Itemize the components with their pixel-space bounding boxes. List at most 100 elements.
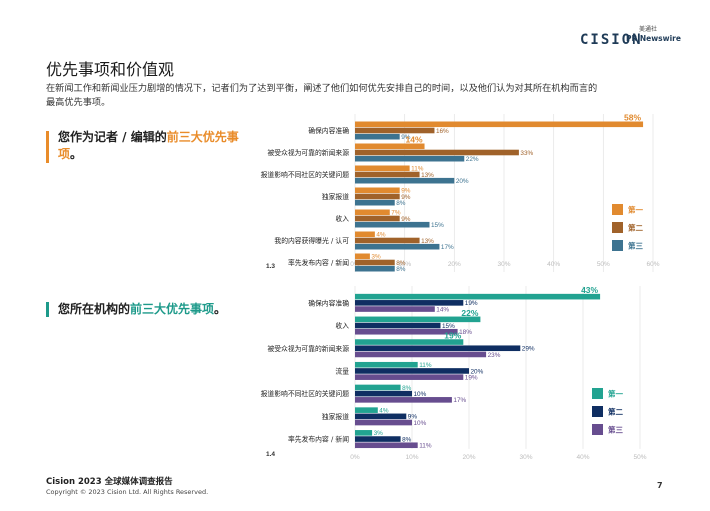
data-label: 8% — [402, 385, 412, 392]
bar — [355, 361, 418, 368]
intro-paragraph: 在新闻工作和新闻业压力剧增的情况下，记者们为了达到平衡，阐述了他们如何优先安排自… — [46, 83, 598, 108]
pr-newswire-logo: 美通社 PR Newswire — [626, 26, 681, 44]
data-label: 20% — [471, 368, 484, 375]
data-label: 17% — [453, 397, 466, 404]
data-label: 9% — [401, 194, 411, 201]
bar — [355, 259, 395, 266]
legend-swatch — [612, 240, 623, 251]
category-label: 率先发布内容 / 新闻 — [288, 258, 349, 267]
category-label: 被受众视为可靠的新闻来源 — [267, 344, 349, 353]
data-label: 14% — [406, 135, 423, 145]
bar — [355, 374, 464, 380]
bar — [355, 322, 441, 329]
bar — [355, 345, 521, 352]
bar — [355, 155, 465, 162]
x-tick-label: 50% — [597, 261, 610, 268]
page-title: 优先事项和价值观 — [46, 60, 175, 79]
category-label: 报道影响不同社区的关键问题 — [261, 389, 350, 398]
x-tick-label: 10% — [405, 454, 418, 461]
data-label: 3% — [371, 254, 381, 261]
bar — [355, 133, 400, 140]
bar — [355, 199, 395, 206]
data-label: 23% — [488, 352, 501, 359]
data-label: 29% — [522, 346, 535, 353]
figure-label: 1.4 — [266, 451, 275, 458]
data-label: 11% — [419, 362, 432, 369]
category-label: 报道影响不同社区的关键问题 — [261, 170, 350, 179]
bar — [355, 127, 435, 134]
bar — [355, 306, 435, 312]
x-tick-label: 40% — [576, 454, 589, 461]
question-1-heading: 您作为记者 / 编辑的前三大优先事项。 — [58, 129, 248, 163]
bar — [355, 316, 481, 323]
bar — [355, 293, 601, 300]
bar — [355, 231, 375, 238]
data-label: 19% — [465, 300, 478, 307]
legend-label: 第一 — [628, 205, 643, 215]
data-label: 33% — [520, 150, 533, 157]
x-tick-label: 0% — [350, 454, 360, 461]
bar — [355, 368, 469, 374]
footer-copyright: Copyright © 2023 Cision Ltd. All Rights … — [46, 488, 209, 496]
bar — [355, 339, 464, 345]
legend-swatch — [592, 424, 603, 435]
bar — [355, 221, 430, 228]
pr-newswire-logo-en: PR Newswire — [626, 34, 681, 43]
cision-logo: CISION — [580, 32, 643, 48]
x-tick-label: 30% — [519, 454, 532, 461]
x-tick-label: 60% — [646, 261, 659, 268]
figure-label: 1.3 — [266, 263, 275, 270]
bar — [355, 328, 458, 335]
data-label: 43% — [581, 285, 598, 295]
question-2-post: 。 — [214, 302, 227, 316]
bar — [355, 215, 400, 222]
category-label: 确保内容准确 — [308, 126, 349, 135]
category-label: 被受众视为可靠的新闻来源 — [267, 148, 349, 157]
data-label: 10% — [414, 420, 427, 427]
question-2-pre: 您所在机构的 — [58, 302, 131, 316]
bar — [355, 430, 373, 436]
bar — [355, 265, 395, 272]
legend-label: 第一 — [608, 389, 623, 399]
data-label: 8% — [396, 260, 406, 267]
legend-label: 第三 — [628, 241, 643, 251]
bar — [355, 413, 407, 420]
data-label: 22% — [461, 308, 478, 318]
data-label: 9% — [408, 414, 418, 421]
bar — [355, 143, 425, 150]
question-1-accent-bar — [46, 131, 49, 163]
legend-label: 第三 — [608, 425, 623, 435]
page-number: 7 — [657, 481, 663, 490]
bar — [355, 442, 418, 449]
data-label: 4% — [376, 232, 386, 239]
bar — [355, 253, 370, 260]
bar — [355, 209, 390, 216]
data-label: 3% — [374, 430, 384, 437]
data-label: 8% — [402, 436, 412, 443]
bar — [355, 149, 519, 156]
category-label: 率先发布内容 / 新闻 — [288, 435, 349, 444]
data-label: 7% — [391, 210, 401, 217]
question-2-highlight: 前三大优先事项 — [130, 302, 215, 316]
question-1-post: 。 — [70, 147, 83, 161]
category-label: 我的内容获得曝光 / 认可 — [274, 236, 349, 245]
data-label: 9% — [401, 188, 411, 195]
bar — [355, 187, 400, 194]
data-label: 58% — [624, 113, 641, 123]
x-tick-label: 10% — [398, 261, 411, 268]
pr-newswire-logo-cn: 美通社 — [638, 26, 657, 33]
category-label: 收入 — [335, 214, 349, 223]
x-tick-label: 40% — [547, 261, 560, 268]
question-1-highlight: 前三大优先事项 — [58, 130, 239, 161]
bar — [355, 165, 410, 172]
category-label: 流量 — [335, 366, 349, 375]
footer-report-title: Cision 2023 全球媒体调查报告 — [46, 477, 173, 487]
bar — [355, 436, 401, 442]
data-label: 4% — [379, 407, 389, 414]
data-label: 18% — [459, 329, 472, 336]
data-label: 14% — [436, 306, 449, 313]
data-label: 8% — [396, 266, 406, 273]
data-label: 13% — [421, 172, 434, 179]
legend-swatch — [612, 222, 623, 233]
category-label: 确保内容准确 — [308, 298, 349, 307]
